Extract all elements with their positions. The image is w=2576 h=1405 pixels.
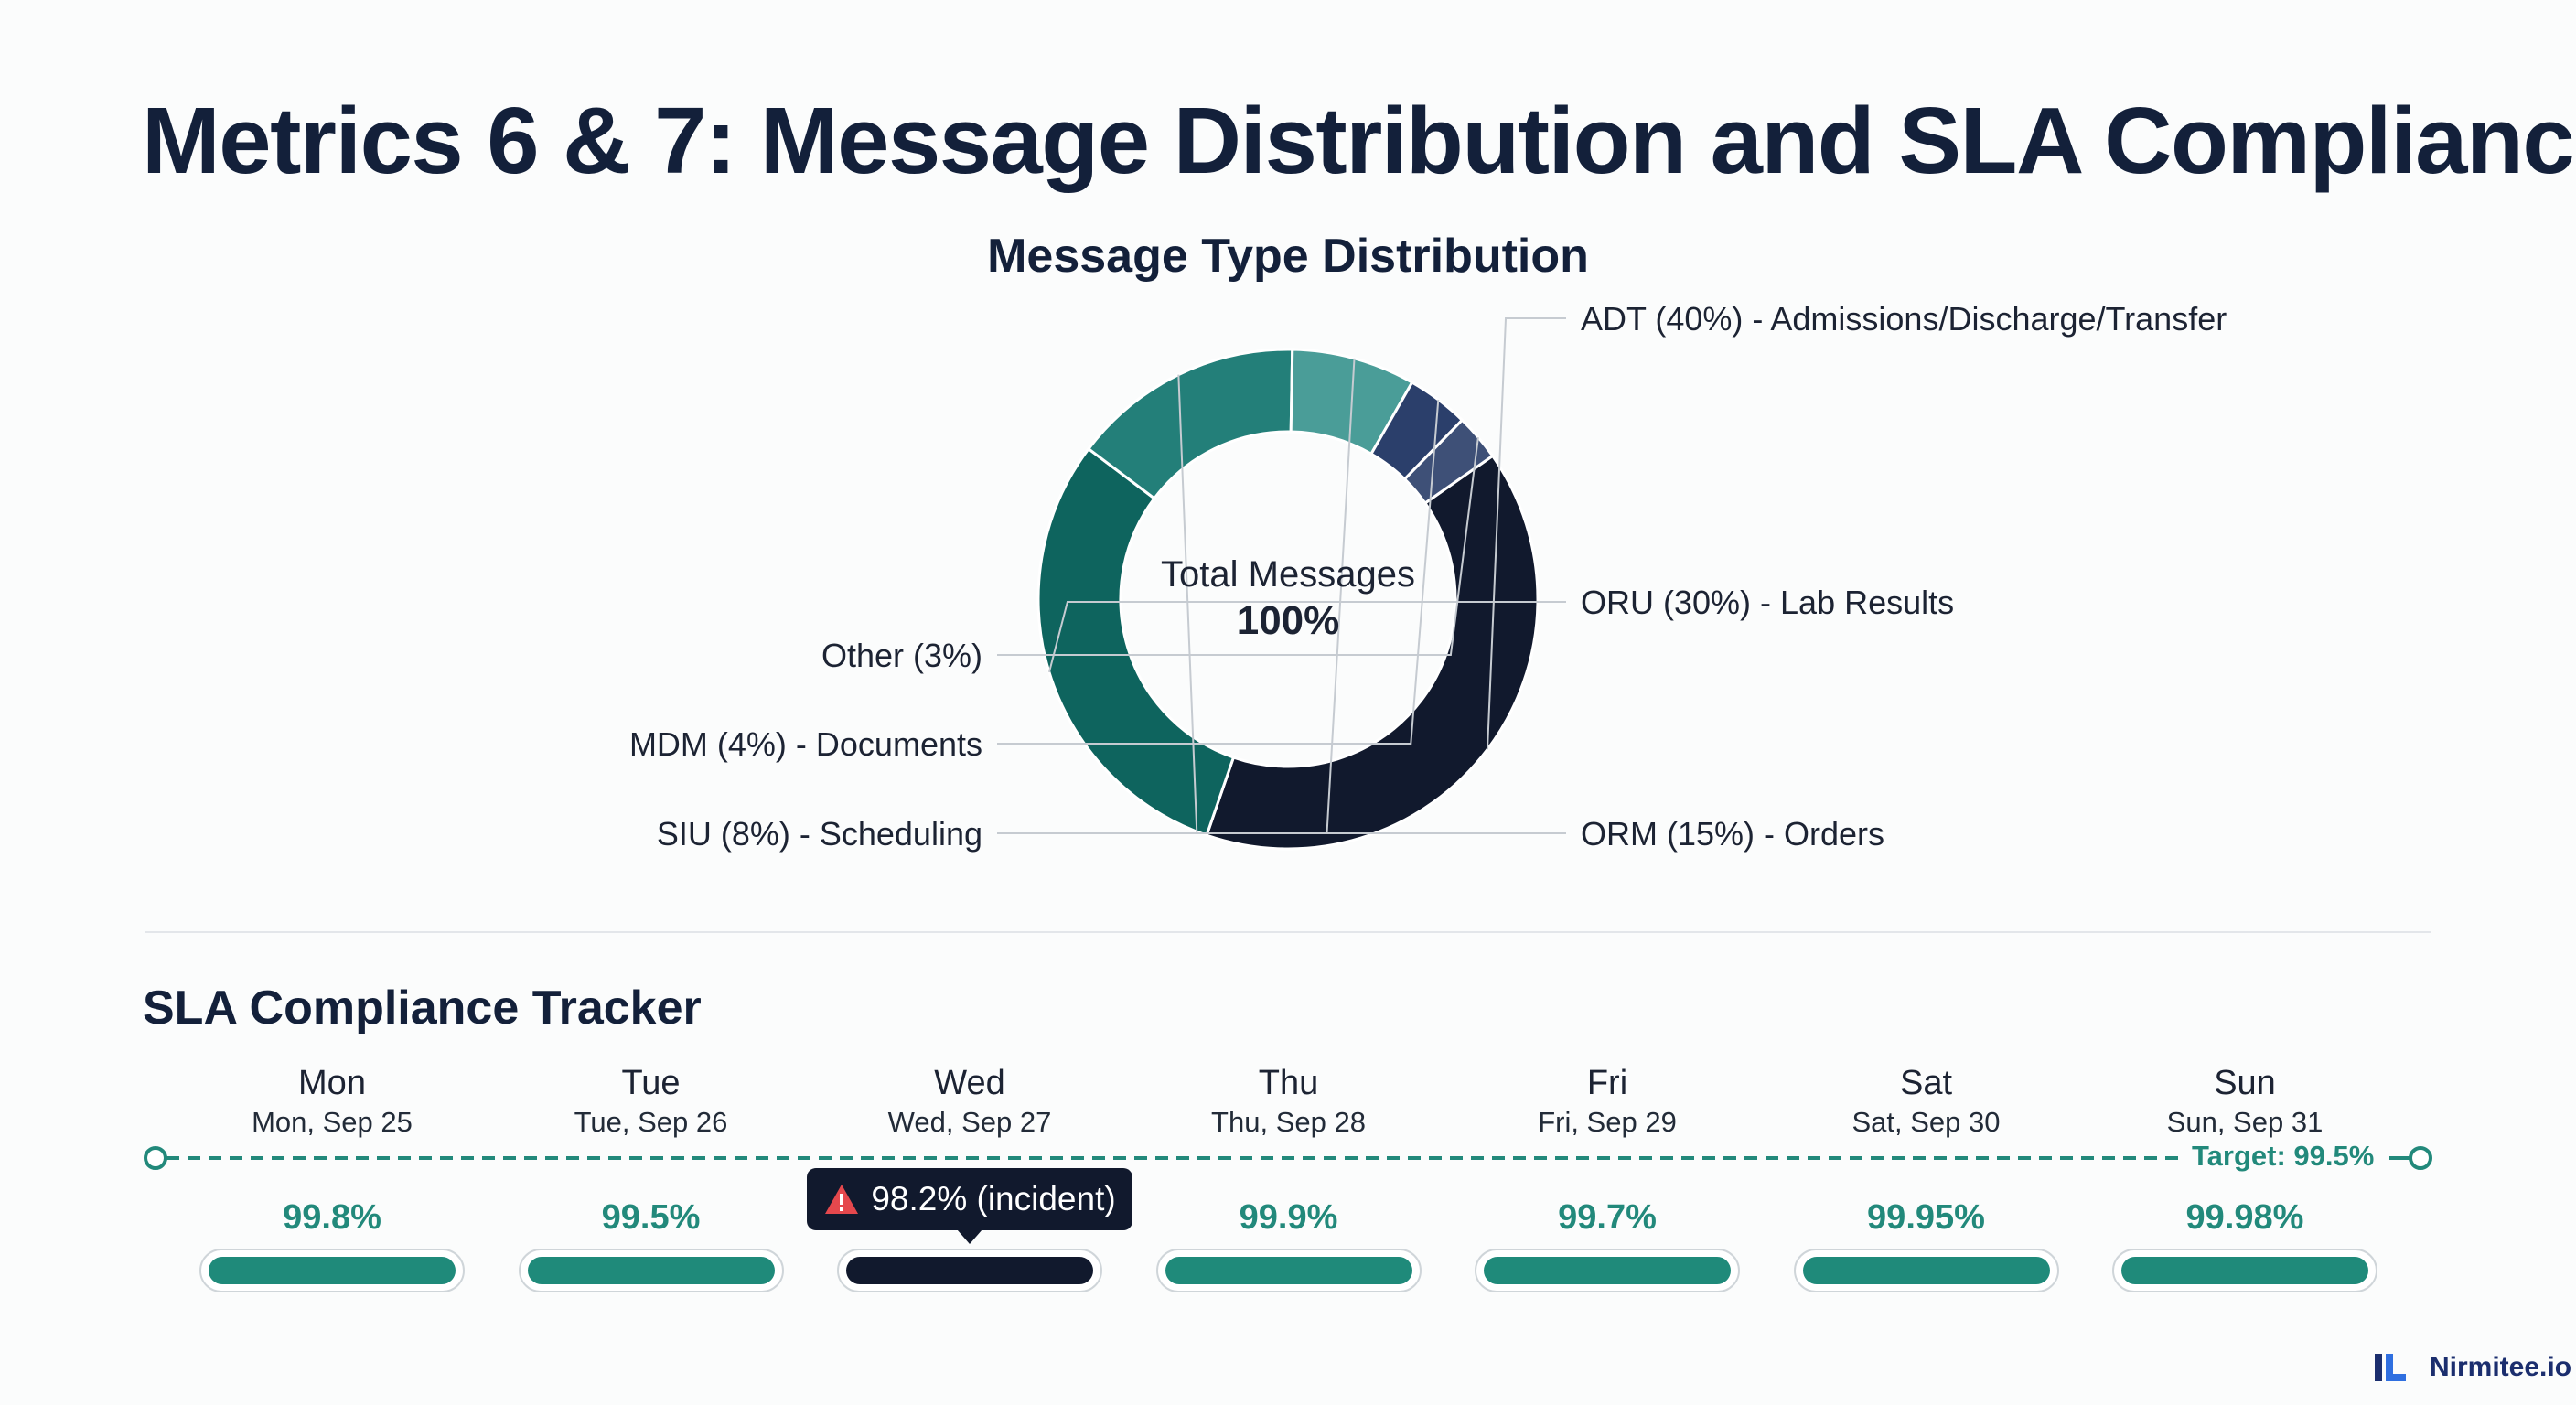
incident-tooltip: 98.2% (incident) xyxy=(807,1168,1132,1230)
sla-bar-fill xyxy=(1484,1257,1731,1284)
leader-line-siu xyxy=(997,358,1356,834)
day-name: Sun xyxy=(2214,1064,2276,1102)
donut-center-value: 100% xyxy=(1237,598,1340,643)
slice-label-oru: ORU (30%) - Lab Results xyxy=(1581,584,1954,621)
donut-slice-adt xyxy=(1205,454,1540,851)
day-name: Mon xyxy=(298,1064,366,1102)
day-date: Thu, Sep 28 xyxy=(1211,1106,1366,1138)
day-name: Thu xyxy=(1258,1064,1319,1102)
sla-bar-fill xyxy=(846,1257,1093,1284)
sla-bar-sat xyxy=(1793,1249,2059,1292)
slice-label-adt: ADT (40%) - Admissions/Discharge/Transfe… xyxy=(1581,300,2227,338)
sla-value-mon: 99.8% xyxy=(283,1198,381,1237)
sla-tracker-title: SLA Compliance Tracker xyxy=(143,981,702,1035)
target-line-end-marker xyxy=(2409,1146,2432,1170)
sla-bar-thu xyxy=(1155,1249,1422,1292)
donut-slice-oru xyxy=(1036,446,1236,838)
target-line-start-marker xyxy=(144,1146,167,1170)
target-label: Target: 99.5% xyxy=(2192,1140,2375,1172)
sla-value-fri: 99.7% xyxy=(1558,1198,1657,1237)
sla-day-sat: Sat Sat, Sep 30 xyxy=(1780,1063,2073,1142)
sla-value-tue: 99.5% xyxy=(601,1198,701,1237)
sla-day-mon: Mon Mon, Sep 25 xyxy=(186,1063,478,1142)
sla-bar-fill xyxy=(1165,1257,1412,1284)
day-name: Sat xyxy=(1899,1064,1953,1102)
day-name: Tue xyxy=(621,1064,681,1102)
day-date: Mon, Sep 25 xyxy=(252,1106,413,1138)
sla-day-thu: Thu Thu, Sep 28 xyxy=(1143,1063,1435,1142)
brand-name: Nirmitee.io xyxy=(2430,1352,2572,1382)
page-title: Metrics 6 & 7: Message Distribution and … xyxy=(142,88,2576,193)
brand-logo: Nirmitee.io xyxy=(2375,1352,2571,1383)
day-date: Wed, Sep 27 xyxy=(887,1106,1052,1138)
sla-day-wed: Wed Wed, Sep 27 xyxy=(823,1063,1116,1142)
slice-label-mdm: MDM (4%) - Documents xyxy=(629,725,982,763)
day-date: Sun, Sep 31 xyxy=(2166,1106,2324,1138)
donut-chart-title: Message Type Distribution xyxy=(987,230,1589,283)
donut-center-label: Total Messages xyxy=(1161,554,1415,595)
leader-line-oru xyxy=(1047,601,1566,673)
day-name: Wed xyxy=(934,1064,1005,1102)
donut-slice-other xyxy=(1402,418,1495,506)
leader-line-adt xyxy=(1487,317,1566,750)
sla-value-sat: 99.95% xyxy=(1867,1198,1985,1237)
sla-bar-fill xyxy=(2121,1257,2368,1284)
nirmitee-logo-icon xyxy=(2375,1354,2406,1381)
sla-bar-tue xyxy=(518,1249,784,1292)
slice-label-siu: SIU (8%) - Scheduling xyxy=(657,815,982,853)
sla-day-tue: Tue Tue, Sep 26 xyxy=(505,1063,798,1142)
day-date: Sat, Sep 30 xyxy=(1852,1106,2001,1138)
section-divider xyxy=(145,931,2431,933)
incident-tooltip-text: 98.2% (incident) xyxy=(871,1180,1116,1217)
donut-chart: Total Messages 100% ADT (40%) - Admissio… xyxy=(629,300,2227,853)
leader-line-mdm xyxy=(997,399,1440,745)
sla-bar-sun xyxy=(2112,1249,2377,1292)
sla-bar-fri xyxy=(1475,1249,1740,1292)
leader-line-other xyxy=(997,436,1479,656)
sla-value-sun: 99.98% xyxy=(2185,1198,2304,1237)
warning-icon xyxy=(823,1183,860,1216)
day-name: Fri xyxy=(1586,1064,1628,1102)
sla-bar-wed xyxy=(837,1249,1102,1292)
sla-bar-fill xyxy=(209,1257,456,1284)
sla-value-thu: 99.9% xyxy=(1239,1198,1338,1237)
incident-tooltip-arrow xyxy=(957,1229,982,1244)
day-date: Fri, Sep 29 xyxy=(1538,1106,1677,1138)
day-date: Tue, Sep 26 xyxy=(574,1106,728,1138)
slice-label-orm: ORM (15%) - Orders xyxy=(1581,815,1884,853)
sla-day-sun: Sun Sun, Sep 31 xyxy=(2098,1063,2391,1142)
sla-bar-fill xyxy=(527,1257,775,1284)
sla-bar-fill xyxy=(1802,1257,2050,1284)
sla-bar-mon xyxy=(199,1249,465,1292)
sla-day-fri: Fri Fri, Sep 29 xyxy=(1461,1063,1754,1142)
slice-label-other: Other (3%) xyxy=(821,637,982,674)
